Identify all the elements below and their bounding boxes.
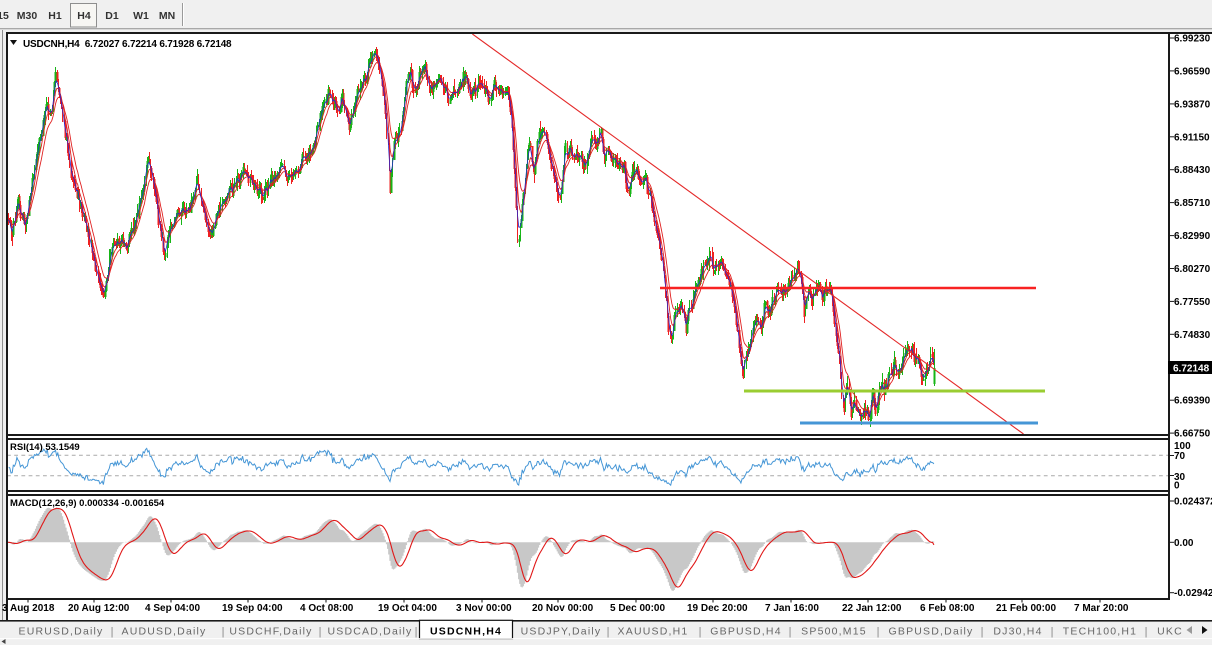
svg-text:22 Jan 12:00: 22 Jan 12:00 [842, 603, 902, 614]
svg-text:15: 15 [0, 10, 9, 22]
svg-text:3 Aug 2018: 3 Aug 2018 [2, 603, 55, 614]
svg-text:6.82990: 6.82990 [1174, 231, 1211, 242]
svg-text:USDJPY,Daily: USDJPY,Daily [521, 626, 602, 638]
svg-text:MN: MN [159, 10, 175, 22]
svg-text:21 Feb 00:00: 21 Feb 00:00 [996, 603, 1056, 614]
svg-text:USDCNH,H4 6.72027 6.72214 6.7: USDCNH,H4 6.72027 6.72214 6.71928 6.7214… [23, 39, 232, 50]
svg-text:USDCHF,Daily: USDCHF,Daily [229, 626, 312, 638]
svg-text:19 Dec 20:00: 19 Dec 20:00 [687, 603, 748, 614]
svg-text:6.80270: 6.80270 [1174, 264, 1211, 275]
svg-text:|: | [319, 626, 322, 638]
svg-text:|: | [789, 626, 792, 638]
svg-text:6.99230: 6.99230 [1174, 34, 1211, 45]
svg-text:3 Nov 00:00: 3 Nov 00:00 [456, 603, 512, 614]
svg-text:M30: M30 [17, 10, 38, 22]
svg-text:7 Jan 16:00: 7 Jan 16:00 [765, 603, 819, 614]
svg-text:6.96590: 6.96590 [1174, 66, 1211, 77]
svg-text:H4: H4 [77, 10, 91, 22]
svg-text:|: | [111, 626, 114, 638]
svg-text:70: 70 [1174, 451, 1186, 462]
svg-text:|: | [415, 626, 418, 638]
svg-text:DJ30,H4: DJ30,H4 [993, 626, 1042, 638]
svg-text:H1: H1 [48, 10, 62, 22]
svg-text:19 Sep 04:00: 19 Sep 04:00 [222, 603, 283, 614]
svg-text:6.88430: 6.88430 [1174, 165, 1211, 176]
svg-text:EURUSD,Daily: EURUSD,Daily [19, 626, 104, 638]
svg-text:USDCAD,Daily: USDCAD,Daily [328, 626, 413, 638]
svg-text:|: | [222, 626, 225, 638]
svg-text:4 Sep 04:00: 4 Sep 04:00 [145, 603, 200, 614]
svg-text:|: | [607, 626, 610, 638]
svg-text:4 Oct 08:00: 4 Oct 08:00 [300, 603, 354, 614]
svg-text:0.024372: 0.024372 [1174, 497, 1212, 508]
svg-text:W1: W1 [133, 10, 149, 22]
svg-text:6 Feb 08:00: 6 Feb 08:00 [920, 603, 975, 614]
svg-text:|: | [699, 626, 702, 638]
svg-text:5 Dec 00:00: 5 Dec 00:00 [610, 603, 665, 614]
svg-text:6.72148: 6.72148 [1173, 364, 1210, 375]
svg-text:UKC: UKC [1157, 626, 1183, 638]
svg-text:100: 100 [1174, 441, 1191, 452]
svg-text:6.66750: 6.66750 [1174, 429, 1211, 440]
svg-text:7 Mar 20:00: 7 Mar 20:00 [1074, 603, 1129, 614]
svg-text:6.85710: 6.85710 [1174, 198, 1211, 209]
svg-text:0.00: 0.00 [1174, 538, 1194, 549]
svg-text:GBPUSD,Daily: GBPUSD,Daily [889, 626, 974, 638]
svg-text:30: 30 [1174, 472, 1186, 483]
svg-text:|: | [981, 626, 984, 638]
svg-text:XAUUSD,H1: XAUUSD,H1 [618, 626, 689, 638]
svg-text:USDCNH,H4: USDCNH,H4 [430, 626, 502, 638]
svg-text:TECH100,H1: TECH100,H1 [1063, 626, 1137, 638]
svg-text:6.91150: 6.91150 [1174, 132, 1210, 143]
svg-text:20 Aug 12:00: 20 Aug 12:00 [68, 603, 130, 614]
svg-text:0: 0 [1174, 481, 1180, 492]
svg-text:|: | [1145, 626, 1148, 638]
svg-text:6.69390: 6.69390 [1174, 396, 1211, 407]
svg-text:RSI(14) 53.1549: RSI(14) 53.1549 [10, 442, 80, 453]
svg-text:|: | [1051, 626, 1054, 638]
svg-text:SP500,M15: SP500,M15 [801, 626, 867, 638]
svg-text:19 Oct 04:00: 19 Oct 04:00 [378, 603, 437, 614]
svg-text:6.77550: 6.77550 [1174, 297, 1211, 308]
svg-text:20 Nov 00:00: 20 Nov 00:00 [532, 603, 594, 614]
svg-text:6.74830: 6.74830 [1174, 330, 1211, 341]
svg-text:AUDUSD,Daily: AUDUSD,Daily [122, 626, 207, 638]
svg-text:D1: D1 [105, 10, 119, 22]
svg-text:GBPUSD,H4: GBPUSD,H4 [710, 626, 781, 638]
svg-text:MACD(12,26,9) 0.000334 -0.0016: MACD(12,26,9) 0.000334 -0.001654 [10, 498, 165, 509]
svg-text:6.93870: 6.93870 [1174, 99, 1211, 110]
svg-text:|: | [877, 626, 880, 638]
